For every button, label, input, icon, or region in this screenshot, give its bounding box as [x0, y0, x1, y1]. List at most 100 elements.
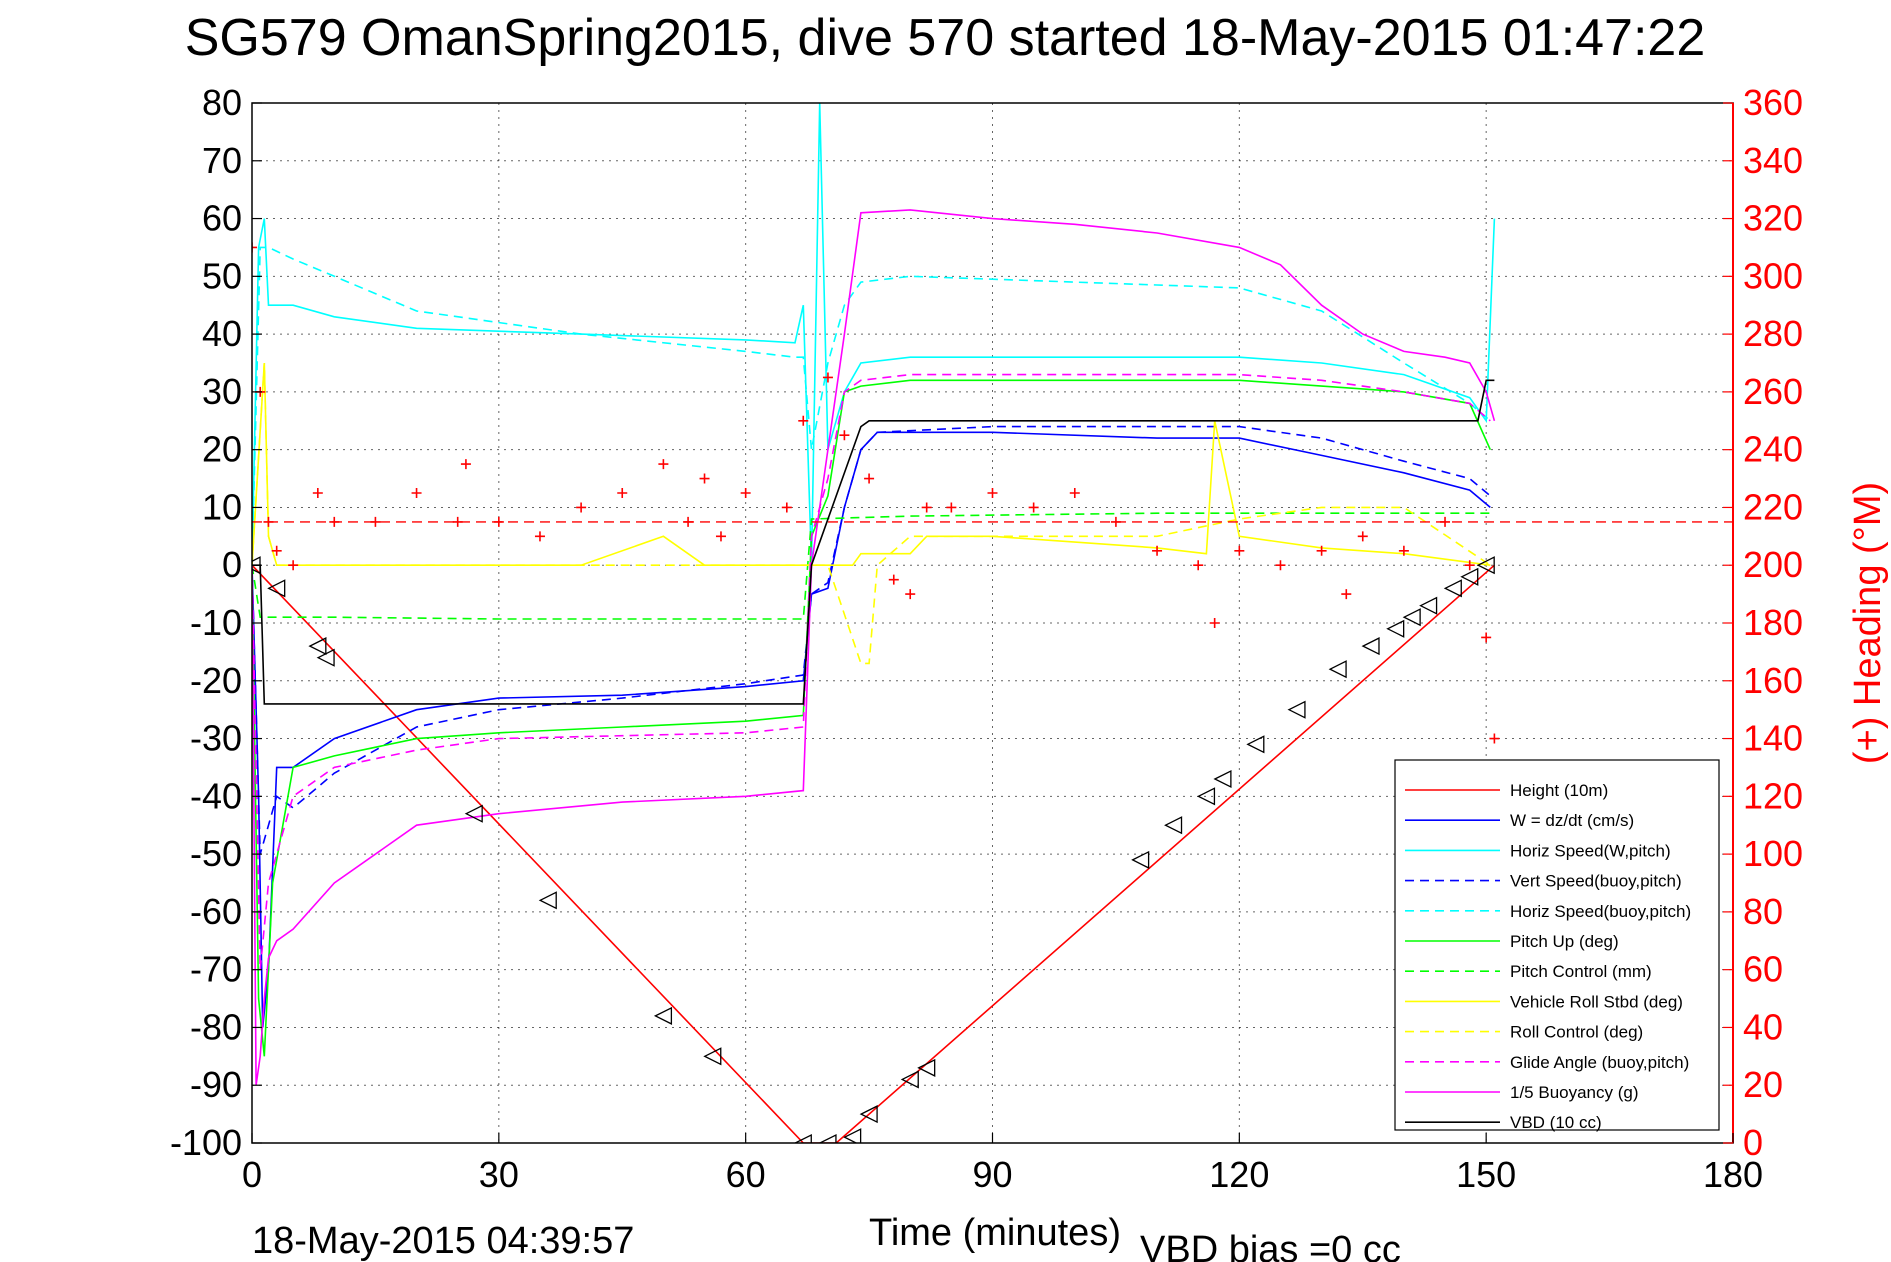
heading-point	[781, 502, 792, 513]
right-tick-label: 60	[1743, 949, 1783, 990]
right-tick-label: 260	[1743, 371, 1803, 412]
heading-point	[452, 516, 463, 527]
legend-label-glide-angle-buoy-pitch: Glide Angle (buoy,pitch)	[1510, 1053, 1689, 1072]
right-tick-label: 80	[1743, 891, 1783, 932]
y-tick-label: 70	[202, 140, 242, 181]
heading-point	[1440, 516, 1451, 527]
right-tick-label: 160	[1743, 660, 1803, 701]
x-tick-label: 120	[1209, 1154, 1269, 1195]
right-tick-label: 40	[1743, 1006, 1783, 1047]
heading-point	[411, 488, 422, 498]
heading-point	[1341, 589, 1352, 600]
legend-label-height-10m: Height (10m)	[1510, 781, 1608, 800]
heading-point	[1489, 733, 1500, 744]
height-marker	[308, 637, 327, 656]
heading-point	[1193, 560, 1204, 571]
y-tick-label: -80	[190, 1006, 242, 1047]
y-tick-label: -20	[190, 660, 242, 701]
heading-point	[1069, 488, 1080, 498]
right-tick-label: 180	[1743, 602, 1803, 643]
height-marker	[1164, 816, 1183, 835]
y-tick-label: -10	[190, 602, 242, 643]
height-marker	[1386, 619, 1405, 638]
heading-point	[683, 516, 694, 527]
y-tick-label: 50	[202, 255, 242, 296]
height-marker	[1476, 556, 1495, 575]
legend-label-w-dz-dt-cm-s: W = dz/dt (cm/s)	[1510, 811, 1634, 830]
heading-point	[460, 459, 471, 470]
footer-timestamp: 18-May-2015 04:39:57	[252, 1220, 634, 1262]
right-tick-label: 220	[1743, 486, 1803, 527]
legend: Height (10m) W = dz/dt (cm/s) Horiz Speed(…	[1394, 759, 1720, 1132]
heading-point	[576, 502, 587, 513]
height-marker	[1460, 567, 1479, 586]
legend-label-vert-speed-buoy-pitch: Vert Speed(buoy,pitch)	[1510, 872, 1682, 891]
y-tick-label: -30	[190, 718, 242, 759]
height-marker	[538, 891, 557, 910]
heading-point	[1357, 531, 1368, 542]
series-line-1-5-buoyancy-g	[252, 209, 1496, 1086]
right-axis-label: (+) Heading (°M)	[1847, 482, 1889, 764]
right-tick-label: 280	[1743, 313, 1803, 354]
heading-point	[699, 473, 710, 484]
right-tick-label: 300	[1743, 255, 1803, 296]
right-tick-label: 120	[1743, 775, 1803, 816]
height-marker	[818, 1133, 837, 1143]
axis-ticks: 0 30 60 90 120 150 18080706050403020100-10-20-…	[170, 82, 1803, 1195]
heading-point	[288, 560, 299, 571]
y-tick-label: -90	[190, 1064, 242, 1105]
height-marker	[1287, 700, 1306, 719]
heading-point	[1028, 502, 1039, 513]
heading-point	[1152, 545, 1163, 556]
right-tick-label: 340	[1743, 140, 1803, 181]
heading-point	[329, 516, 340, 527]
right-tick-label: 320	[1743, 198, 1803, 239]
y-tick-label: 10	[202, 486, 242, 527]
height-marker	[1419, 596, 1438, 615]
y-tick-label: 30	[202, 371, 242, 412]
right-tick-label: 360	[1743, 82, 1803, 123]
heading-point	[252, 242, 257, 253]
heading-point	[946, 502, 957, 513]
height-marker	[917, 1058, 936, 1077]
heading-point	[715, 531, 726, 542]
height-marker	[316, 648, 335, 667]
y-tick-label: 40	[202, 313, 242, 354]
y-tick-label: 20	[202, 429, 242, 470]
heading-point	[1316, 545, 1327, 556]
heading-point	[1275, 560, 1286, 571]
height-marker	[653, 1006, 673, 1025]
series-line-pitch-control-mm	[252, 512, 1491, 620]
x-tick-label: 30	[479, 1154, 519, 1195]
heading-point	[312, 488, 323, 498]
heading-point	[822, 372, 833, 383]
x-tick-label: 60	[726, 1154, 766, 1195]
y-tick-label: 80	[202, 82, 242, 123]
height-marker	[793, 1133, 812, 1143]
legend-label-vehicle-roll-stbd-deg: Vehicle Roll Stbd (deg)	[1510, 992, 1683, 1011]
legend-label-roll-control-deg: Roll Control (deg)	[1510, 1023, 1643, 1042]
heading-point	[493, 516, 504, 527]
height-marker	[1402, 608, 1421, 627]
series-line-horiz-speed-w-pitch	[252, 103, 1496, 566]
x-axis-label: Time (minutes)	[869, 1212, 1121, 1254]
right-tick-label: 100	[1743, 833, 1803, 874]
heading-point	[740, 488, 751, 498]
legend-label-horiz-speed-buoy-pitch: Horiz Speed(buoy,pitch)	[1510, 902, 1691, 921]
heading-point	[1464, 560, 1475, 571]
x-tick-label: 150	[1456, 1154, 1516, 1195]
series-layer	[252, 103, 1733, 1143]
y-tick-label: -60	[190, 891, 242, 932]
right-tick-label: 240	[1743, 429, 1803, 470]
legend-label-1-5-buoyancy-g: 1/5 Buoyancy (g)	[1510, 1083, 1639, 1102]
right-tick-label: 140	[1743, 718, 1803, 759]
heading-point	[921, 502, 932, 513]
x-tick-label: 180	[1703, 1154, 1763, 1195]
heading-point	[617, 488, 628, 498]
heading-point	[1481, 632, 1492, 643]
height-marker	[1213, 769, 1232, 789]
legend-label-horiz-speed-w-pitch: Horiz Speed(W,pitch)	[1510, 841, 1671, 860]
heading-point	[888, 574, 899, 585]
series-line-height-10m	[252, 564, 1495, 1143]
